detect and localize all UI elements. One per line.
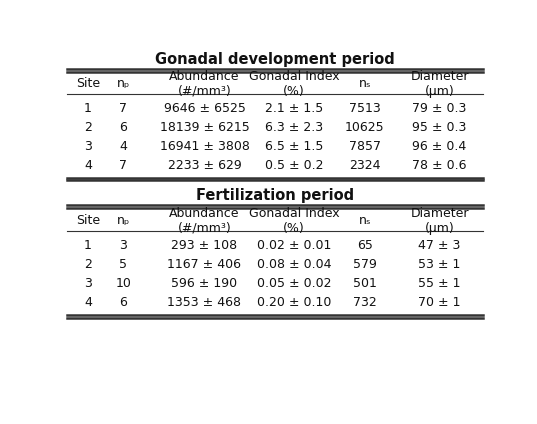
Text: 0.08 ± 0.04: 0.08 ± 0.04: [257, 258, 331, 271]
Text: 596 ± 190: 596 ± 190: [171, 277, 237, 290]
Text: Diameter
(μm): Diameter (μm): [410, 70, 469, 98]
Text: 1167 ± 406: 1167 ± 406: [168, 258, 242, 271]
Text: 16941 ± 3808: 16941 ± 3808: [159, 140, 249, 153]
Text: Diameter
(μm): Diameter (μm): [410, 206, 469, 234]
Text: Gonadal development period: Gonadal development period: [155, 52, 395, 67]
Text: 7: 7: [119, 159, 127, 172]
Text: 3: 3: [119, 239, 127, 252]
Text: 7513: 7513: [349, 102, 381, 115]
Text: 6: 6: [119, 121, 127, 134]
Text: 7: 7: [119, 102, 127, 115]
Text: 3: 3: [84, 140, 92, 153]
Text: 2233 ± 629: 2233 ± 629: [168, 159, 241, 172]
Text: 732: 732: [353, 296, 376, 309]
Text: 70 ± 1: 70 ± 1: [418, 296, 461, 309]
Text: 4: 4: [84, 159, 92, 172]
Text: 95 ± 0.3: 95 ± 0.3: [412, 121, 467, 134]
Text: Abundance
(#/mm³): Abundance (#/mm³): [169, 70, 240, 98]
Text: 0.20 ± 0.10: 0.20 ± 0.10: [257, 296, 331, 309]
Text: Gonadal Index
(%): Gonadal Index (%): [249, 70, 339, 98]
Text: Abundance
(#/mm³): Abundance (#/mm³): [169, 206, 240, 234]
Text: 6.5 ± 1.5: 6.5 ± 1.5: [265, 140, 323, 153]
Text: 96 ± 0.4: 96 ± 0.4: [412, 140, 467, 153]
Text: 79 ± 0.3: 79 ± 0.3: [412, 102, 467, 115]
Text: 1: 1: [84, 102, 92, 115]
Text: 4: 4: [119, 140, 127, 153]
Text: 47 ± 3: 47 ± 3: [418, 239, 461, 252]
Text: 65: 65: [357, 239, 373, 252]
Text: 0.05 ± 0.02: 0.05 ± 0.02: [257, 277, 331, 290]
Text: 2324: 2324: [349, 159, 380, 172]
Text: 4: 4: [84, 296, 92, 309]
Text: 1: 1: [84, 239, 92, 252]
Text: 6: 6: [119, 296, 127, 309]
Text: 3: 3: [84, 277, 92, 290]
Text: 579: 579: [353, 258, 376, 271]
Text: Fertilization period: Fertilization period: [196, 188, 354, 203]
Text: 0.02 ± 0.01: 0.02 ± 0.01: [257, 239, 331, 252]
Text: 501: 501: [353, 277, 376, 290]
Text: Site: Site: [76, 77, 100, 90]
Text: 1353 ± 468: 1353 ± 468: [168, 296, 242, 309]
Text: 2.1 ± 1.5: 2.1 ± 1.5: [265, 102, 323, 115]
Text: nₛ: nₛ: [358, 214, 371, 227]
Text: 293 ± 108: 293 ± 108: [171, 239, 237, 252]
Text: 10625: 10625: [345, 121, 384, 134]
Text: 7857: 7857: [349, 140, 381, 153]
Text: nₛ: nₛ: [358, 77, 371, 90]
Text: 9646 ± 6525: 9646 ± 6525: [164, 102, 245, 115]
Text: 5: 5: [119, 258, 127, 271]
Text: Gonadal Index
(%): Gonadal Index (%): [249, 206, 339, 234]
Text: 10: 10: [115, 277, 131, 290]
Text: 6.3 ± 2.3: 6.3 ± 2.3: [265, 121, 323, 134]
Text: 0.5 ± 0.2: 0.5 ± 0.2: [265, 159, 323, 172]
Text: 78 ± 0.6: 78 ± 0.6: [412, 159, 467, 172]
Text: 53 ± 1: 53 ± 1: [418, 258, 461, 271]
Text: nₚ: nₚ: [117, 214, 130, 227]
Text: nₚ: nₚ: [117, 77, 130, 90]
Text: 2: 2: [84, 121, 92, 134]
Text: 55 ± 1: 55 ± 1: [418, 277, 461, 290]
Text: Site: Site: [76, 214, 100, 227]
Text: 18139 ± 6215: 18139 ± 6215: [159, 121, 249, 134]
Text: 2: 2: [84, 258, 92, 271]
